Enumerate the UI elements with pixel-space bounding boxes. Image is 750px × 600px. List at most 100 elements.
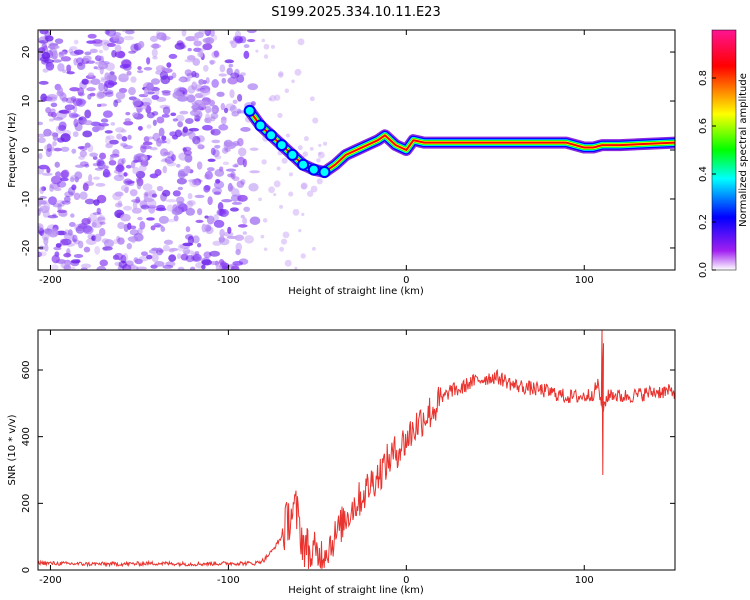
noise-speckle xyxy=(211,139,221,144)
noise-speckle xyxy=(94,233,102,242)
noise-speckle xyxy=(207,167,215,172)
noise-speckle xyxy=(229,105,237,113)
snr-panel: -200 -100 0 100 0 200 400 600 Height of straig… xyxy=(7,329,676,596)
noise-speckle xyxy=(279,204,284,209)
noise-speckle xyxy=(76,62,86,71)
ridge-blob xyxy=(307,163,320,176)
noise-speckle xyxy=(146,136,155,140)
noise-speckle xyxy=(220,102,226,111)
noise-speckle xyxy=(207,116,212,124)
noise-speckle xyxy=(66,64,72,70)
noise-speckle xyxy=(78,117,83,121)
noise-speckle xyxy=(108,159,117,166)
ridge-blob xyxy=(286,148,299,161)
noise-speckle xyxy=(131,199,141,203)
noise-speckle xyxy=(269,94,277,102)
noise-speckle xyxy=(111,49,117,58)
ridge-blob xyxy=(275,139,288,152)
noise-speckle xyxy=(168,53,178,59)
noise-speckle xyxy=(38,164,49,170)
noise-speckle xyxy=(56,209,68,214)
noise-speckle xyxy=(151,111,159,116)
noise-speckle xyxy=(132,112,139,118)
noise-speckle xyxy=(43,128,52,137)
noise-speckle xyxy=(125,30,135,35)
noise-speckle xyxy=(227,173,235,178)
noise-speckle xyxy=(109,139,119,145)
noise-speckle xyxy=(294,266,298,270)
colorbar-tick-label: 0.8 xyxy=(698,70,709,86)
noise-speckle xyxy=(163,239,174,245)
noise-speckle xyxy=(60,133,71,143)
noise-speckle xyxy=(73,118,79,128)
noise-speckle xyxy=(279,246,285,252)
noise-speckle xyxy=(141,105,147,110)
noise-speckle xyxy=(215,264,222,270)
noise-speckle xyxy=(227,182,233,192)
spectrogram-x-ticks: -200 -100 0 100 xyxy=(39,30,594,286)
noise-speckle xyxy=(222,213,227,218)
noise-speckle xyxy=(105,91,114,97)
noise-speckle xyxy=(135,153,145,157)
figure-title: S199.2025.334.10.11.E23 xyxy=(271,5,440,20)
noise-speckle xyxy=(50,111,57,118)
noise-speckle xyxy=(104,130,113,134)
noise-speckle xyxy=(98,55,105,60)
noise-speckle xyxy=(236,74,245,83)
noise-speckle xyxy=(39,186,45,195)
noise-speckle xyxy=(113,99,119,108)
noise-speckle xyxy=(204,30,211,37)
noise-speckle xyxy=(132,200,138,210)
noise-speckle xyxy=(38,80,49,85)
noise-speckle xyxy=(210,112,219,120)
ridge-blob xyxy=(243,104,256,117)
ridge-blob xyxy=(254,119,267,132)
noise-speckle xyxy=(199,94,206,99)
noise-speckle xyxy=(247,39,256,43)
noise-speckle xyxy=(62,109,72,115)
noise-speckle xyxy=(210,147,216,156)
noise-speckle xyxy=(46,167,51,174)
noise-speckle xyxy=(50,102,58,108)
colorbar-tick-label: 0.4 xyxy=(698,166,709,182)
noise-speckle xyxy=(246,30,257,34)
noise-speckle xyxy=(58,50,68,56)
noise-speckle xyxy=(129,229,139,236)
noise-speckle xyxy=(192,179,197,186)
noise-speckle xyxy=(179,110,189,115)
noise-speckle xyxy=(179,132,190,136)
noise-speckle xyxy=(172,91,184,99)
noise-speckle xyxy=(221,77,227,84)
noise-speckle xyxy=(43,143,55,152)
noise-speckle xyxy=(194,194,205,199)
y-tick-label: 0 xyxy=(21,567,32,573)
noise-speckle xyxy=(54,38,64,44)
spectrogram-x-label: Height of straight line (km) xyxy=(288,286,424,297)
noise-speckle xyxy=(182,126,188,134)
noise-speckle xyxy=(38,207,44,212)
y-tick-label: 200 xyxy=(21,494,32,513)
noise-speckle xyxy=(102,246,113,251)
noise-speckle xyxy=(69,46,78,51)
noise-speckle xyxy=(117,237,125,245)
noise-speckle xyxy=(77,92,85,97)
noise-speckle xyxy=(187,235,195,245)
noise-speckle xyxy=(132,159,139,163)
noise-speckle xyxy=(38,121,44,126)
ridge-blob xyxy=(297,158,310,171)
noise-speckle xyxy=(211,187,223,195)
noise-speckle xyxy=(154,261,165,267)
noise-speckle xyxy=(184,69,192,77)
noise-speckle xyxy=(200,88,211,96)
y-tick-label: 20 xyxy=(21,46,32,59)
noise-speckle xyxy=(96,90,105,100)
noise-speckle xyxy=(219,209,225,216)
noise-speckle xyxy=(122,145,133,150)
noise-speckle xyxy=(176,177,187,185)
noise-speckle xyxy=(155,207,167,212)
noise-speckle xyxy=(280,238,288,245)
noise-speckle xyxy=(237,156,245,166)
noise-speckle xyxy=(53,187,62,192)
noise-speckle xyxy=(73,192,81,201)
noise-speckle xyxy=(174,42,185,50)
